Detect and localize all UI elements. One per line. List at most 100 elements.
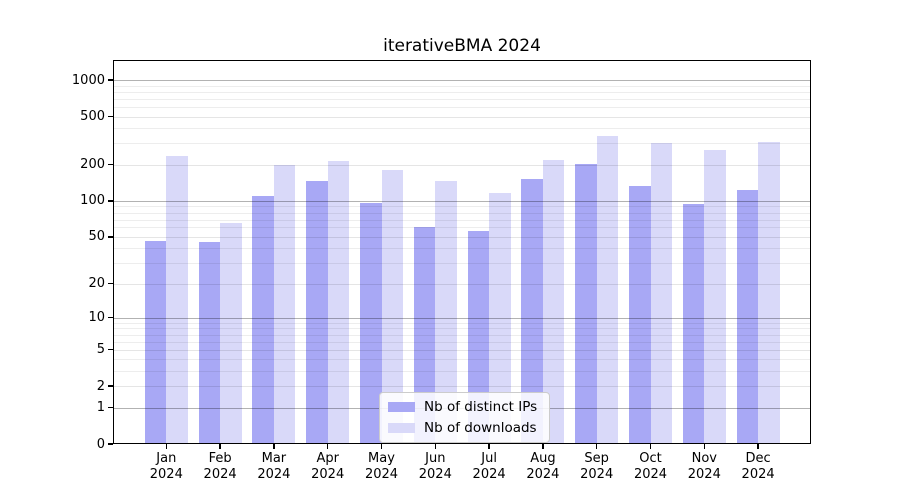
y-tick-label-2: 2: [96, 378, 105, 394]
gridline-40: [113, 248, 811, 250]
gridline-900: [113, 85, 811, 87]
legend: Nb of distinct IPs Nb of downloads: [379, 392, 551, 443]
y-tick-mark-20: [108, 282, 113, 285]
gridline-20: [113, 283, 811, 285]
gridline-9: [113, 322, 811, 324]
y-tick-mark-100: [108, 200, 113, 202]
legend-label-downloads: Nb of downloads: [424, 420, 537, 436]
y-tick-label-100: 100: [80, 193, 105, 209]
y-tick-mark-5: [108, 348, 113, 351]
x-tick-mark-dec: [757, 444, 759, 449]
bar-ips-sep: [575, 163, 597, 444]
gridline-400: [113, 128, 811, 130]
gridline-90: [113, 206, 811, 208]
plot-area: Nb of distinct IPs Nb of downloads: [113, 60, 811, 444]
bar-downloads-jun: [435, 181, 457, 444]
gridline-8: [113, 328, 811, 330]
bar-ips-dec: [736, 190, 759, 444]
gridline-60: [113, 227, 811, 229]
bar-ips-nov: [682, 204, 705, 444]
x-tick-mark-apr: [327, 444, 329, 449]
x-tick-mark-jul: [488, 444, 490, 449]
y-tick-mark-1: [108, 406, 113, 409]
bar-ips-feb: [198, 242, 221, 444]
bar-downloads-aug: [542, 159, 565, 444]
bar-downloads-apr: [327, 161, 350, 444]
x-tick-label-jun: Jun 2024: [418, 451, 452, 482]
legend-item-downloads: Nb of downloads: [388, 420, 537, 436]
x-tick-mark-aug: [542, 444, 544, 449]
gridline-7: [113, 334, 811, 336]
x-tick-label-jul: Jul 2024: [472, 451, 506, 482]
x-tick-mark-mar: [273, 444, 275, 449]
x-tick-label-feb: Feb 2024: [203, 451, 237, 482]
bar-ips-may: [360, 202, 382, 444]
x-tick-label-aug: Aug 2024: [526, 451, 560, 482]
y-tick-label-50: 50: [88, 229, 105, 245]
bar-ips-mar: [252, 195, 274, 444]
bar-ips-apr: [306, 180, 328, 444]
gridline-50: [113, 236, 811, 238]
bar-ips-aug: [521, 178, 543, 444]
x-tick-label-may: May 2024: [364, 451, 399, 482]
x-tick-label-jan: Jan 2024: [149, 451, 183, 482]
gridline-700: [113, 98, 811, 100]
gridline-2: [113, 386, 811, 388]
y-tick-mark-10: [108, 317, 113, 319]
bar-downloads-nov: [704, 150, 726, 444]
bar-ips-oct: [629, 185, 651, 444]
bar-downloads-oct: [650, 143, 672, 444]
bar-ips-jan: [144, 241, 167, 444]
gridline-80: [113, 212, 811, 214]
x-tick-mark-jan: [165, 444, 167, 449]
gridline-10: [113, 317, 811, 319]
x-tick-mark-feb: [219, 444, 221, 449]
gridline-100: [113, 200, 811, 202]
x-tick-label-sep: Sep 2024: [580, 451, 614, 482]
y-tick-mark-500: [108, 115, 113, 118]
bar-downloads-mar: [273, 164, 296, 444]
x-tick-mark-oct: [649, 444, 652, 449]
legend-label-distinct-ips: Nb of distinct IPs: [424, 399, 538, 415]
bar-ips-jul: [467, 231, 490, 444]
bar-downloads-dec: [758, 141, 780, 444]
bar-ips-jun: [413, 227, 436, 444]
gridline-300: [113, 143, 811, 145]
y-tick-mark-50: [108, 236, 113, 238]
y-tick-label-500: 500: [80, 109, 105, 124]
gridline-6: [113, 341, 811, 343]
gridline-800: [113, 91, 811, 93]
bar-downloads-jul: [489, 193, 511, 444]
gridline-200: [113, 164, 811, 166]
x-tick-mark-jun: [434, 444, 436, 449]
x-tick-label-apr: Apr 2024: [311, 451, 345, 482]
bar-downloads-may: [381, 169, 403, 444]
x-tick-mark-sep: [596, 444, 598, 449]
chart-title: iterativeBMA 2024: [383, 36, 541, 56]
gridline-5: [113, 349, 811, 351]
gridline-3: [113, 371, 811, 372]
gridline-1000: [113, 80, 811, 82]
x-tick-label-oct: Oct 2024: [633, 451, 668, 482]
gridline-30: [113, 263, 811, 265]
bar-downloads-jan: [166, 156, 188, 444]
y-tick-label-1000: 1000: [71, 72, 105, 88]
legend-swatch-distinct-ips: [388, 402, 415, 412]
y-tick-label-0: 0: [96, 436, 105, 452]
gridline-600: [113, 106, 811, 108]
y-tick-label-1: 1: [96, 400, 105, 415]
y-tick-label-5: 5: [96, 342, 105, 358]
gridline-70: [113, 219, 811, 221]
y-tick-label-10: 10: [88, 310, 105, 326]
gridline-4: [113, 359, 811, 361]
bar-downloads-sep: [596, 135, 619, 444]
gridline-500: [113, 116, 811, 118]
y-tick-label-200: 200: [80, 157, 105, 173]
x-tick-mark-may: [380, 444, 383, 449]
y-tick-mark-1000: [108, 79, 113, 81]
y-tick-label-20: 20: [88, 276, 105, 292]
bar-downloads-feb: [220, 222, 242, 444]
y-tick-mark-200: [108, 163, 113, 166]
legend-item-distinct-ips: Nb of distinct IPs: [388, 399, 537, 415]
